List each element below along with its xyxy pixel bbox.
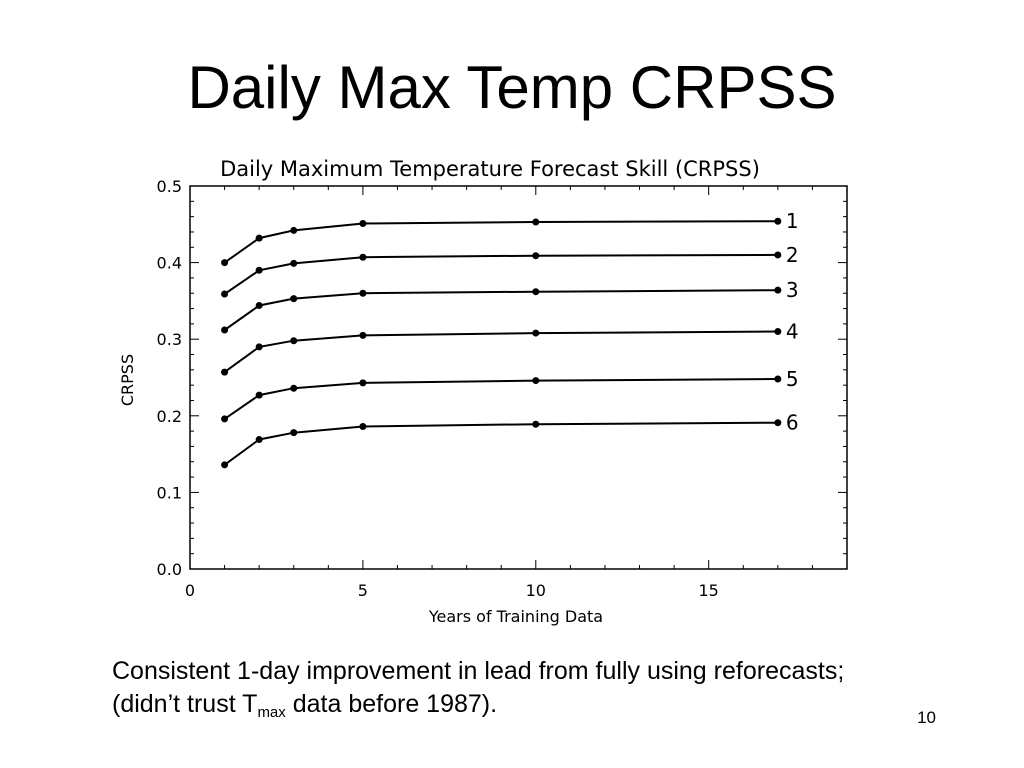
- caption-line-2-suffix: data before 1987).: [285, 690, 498, 718]
- caption-line-2: (didn’t trust Tmax data before 1987).: [112, 688, 972, 729]
- data-point: [290, 259, 298, 267]
- data-point: [255, 391, 263, 399]
- caption-subscript: max: [257, 704, 286, 721]
- y-tick-label: 0.4: [157, 254, 182, 273]
- data-point: [290, 295, 298, 303]
- y-tick-label: 0.1: [157, 483, 182, 502]
- series-5: 5: [221, 367, 799, 423]
- data-point: [359, 253, 367, 261]
- data-point: [255, 266, 263, 274]
- chart-title: Daily Maximum Temperature Forecast Skill…: [220, 157, 760, 181]
- series-line: [224, 330, 778, 373]
- series-2: 2: [221, 243, 799, 298]
- x-tick-label: 15: [699, 581, 719, 600]
- series-end-label: 1: [786, 209, 799, 233]
- data-point: [359, 423, 367, 431]
- data-point: [290, 384, 298, 392]
- data-point: [255, 343, 263, 351]
- x-tick-label: 10: [526, 581, 546, 600]
- series-line: [224, 421, 778, 466]
- data-point: [532, 377, 540, 385]
- series-end-label: 6: [786, 411, 799, 435]
- data-point: [532, 329, 540, 337]
- plot-frame: [189, 185, 848, 570]
- axes-group: 0 5 10 150.00.10.20.30.40.5: [157, 177, 848, 600]
- series-6: 6: [221, 411, 799, 469]
- data-point: [774, 286, 782, 294]
- data-point: [290, 226, 298, 234]
- data-point: [221, 290, 229, 298]
- data-point: [221, 259, 229, 267]
- data-point: [774, 217, 782, 225]
- data-point: [221, 326, 229, 334]
- series-end-label: 3: [786, 278, 799, 302]
- data-point: [290, 337, 298, 345]
- caption: Consistent 1-day improvement in lead fro…: [112, 655, 972, 729]
- series-end-label: 2: [786, 243, 799, 267]
- series-line: [224, 253, 778, 295]
- data-point: [774, 375, 782, 383]
- caption-line-2-prefix: (didn’t trust T: [112, 690, 258, 718]
- data-point: [532, 252, 540, 260]
- data-point: [255, 436, 263, 444]
- data-point: [774, 419, 782, 427]
- y-tick-label: 0.5: [157, 177, 182, 196]
- data-point: [255, 234, 263, 242]
- data-point: [774, 328, 782, 336]
- series-4: 4: [221, 320, 799, 376]
- data-point: [255, 301, 263, 309]
- data-point: [532, 288, 540, 296]
- slide-title: Daily Max Temp CRPSS: [187, 54, 837, 121]
- series-line: [224, 289, 778, 331]
- y-tick-label: 0.2: [157, 407, 182, 426]
- data-point: [359, 289, 367, 297]
- series-end-label: 5: [786, 367, 799, 391]
- data-point: [532, 420, 540, 428]
- x-tick-label: 0: [185, 581, 195, 600]
- data-point: [359, 331, 367, 339]
- data-point: [532, 218, 540, 226]
- y-axis-label: CRPSS: [118, 354, 137, 406]
- data-point: [359, 379, 367, 387]
- series-line: [224, 378, 778, 420]
- x-axis-label: Years of Training Data: [428, 607, 603, 626]
- crpss-line-chart: Daily Maximum Temperature Forecast Skill…: [118, 157, 848, 626]
- data-point: [221, 461, 229, 469]
- caption-line-1: Consistent 1-day improvement in lead fro…: [112, 657, 845, 685]
- slide-number: 10: [917, 708, 936, 727]
- y-tick-label: 0.3: [157, 330, 182, 349]
- series-3: 3: [221, 278, 799, 334]
- data-point: [221, 415, 229, 423]
- y-tick-label: 0.0: [157, 560, 182, 579]
- data-point: [359, 220, 367, 228]
- x-tick-label: 5: [358, 581, 368, 600]
- data-point: [290, 429, 298, 437]
- series-line: [224, 220, 778, 264]
- data-point: [774, 251, 782, 259]
- series-end-label: 4: [786, 320, 799, 344]
- data-point: [221, 368, 229, 376]
- series-1: 1: [221, 209, 799, 267]
- series-group: 1 2 3 4 5 6: [221, 209, 799, 469]
